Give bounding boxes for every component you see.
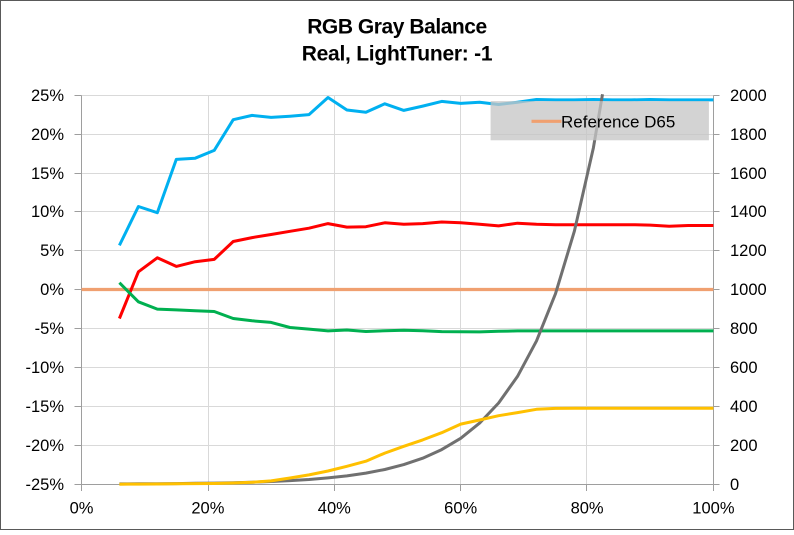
svg-text:-20%: -20%	[25, 437, 64, 455]
svg-text:20%: 20%	[31, 126, 64, 144]
svg-text:-25%: -25%	[25, 476, 64, 494]
svg-text:Real, LightTuner: -1: Real, LightTuner: -1	[302, 43, 493, 66]
svg-text:600: 600	[730, 359, 758, 377]
svg-text:1800: 1800	[730, 126, 767, 144]
svg-text:60%: 60%	[444, 500, 477, 518]
svg-text:2000: 2000	[730, 87, 767, 105]
svg-text:5%: 5%	[40, 242, 64, 260]
svg-text:1400: 1400	[730, 203, 767, 221]
svg-text:1000: 1000	[730, 281, 767, 299]
svg-text:RGB Gray Balance: RGB Gray Balance	[307, 16, 487, 39]
svg-text:1200: 1200	[730, 242, 767, 260]
svg-text:-10%: -10%	[25, 359, 64, 377]
svg-text:15%: 15%	[31, 165, 64, 183]
svg-text:0: 0	[730, 476, 739, 494]
svg-text:-15%: -15%	[25, 398, 64, 416]
svg-text:80%: 80%	[571, 500, 604, 518]
svg-text:Reference D65: Reference D65	[561, 112, 675, 131]
svg-text:400: 400	[730, 398, 758, 416]
svg-text:200: 200	[730, 437, 758, 455]
svg-text:20%: 20%	[191, 500, 224, 518]
svg-text:-5%: -5%	[35, 320, 65, 338]
svg-text:25%: 25%	[31, 87, 64, 105]
svg-text:100%: 100%	[692, 500, 735, 518]
svg-text:40%: 40%	[318, 500, 351, 518]
svg-text:1600: 1600	[730, 165, 767, 183]
svg-text:0%: 0%	[40, 281, 64, 299]
svg-text:10%: 10%	[31, 203, 64, 221]
svg-text:800: 800	[730, 320, 758, 338]
svg-text:0%: 0%	[70, 500, 94, 518]
